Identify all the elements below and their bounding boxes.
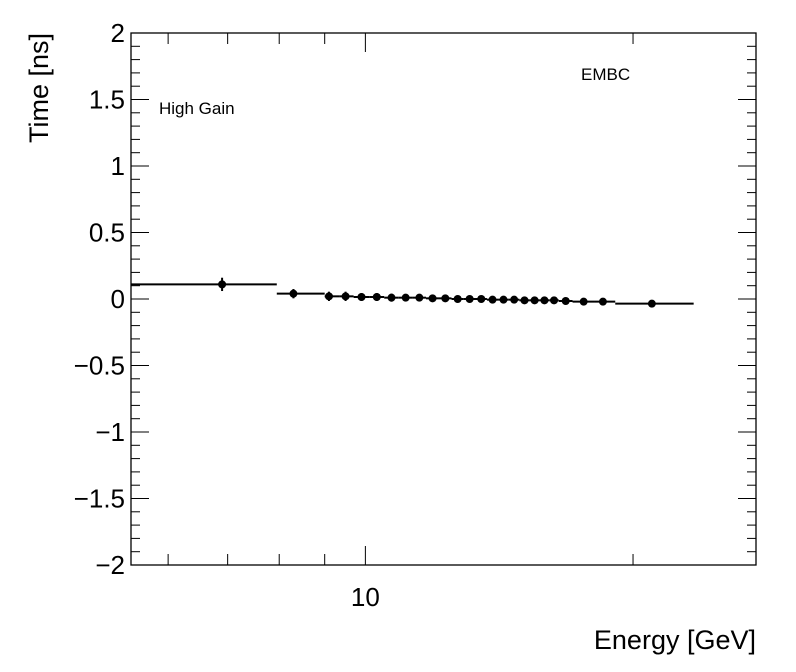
data-point xyxy=(508,295,520,304)
marker xyxy=(510,295,519,304)
marker xyxy=(289,289,298,298)
data-point xyxy=(498,295,509,304)
marker xyxy=(598,297,607,306)
marker xyxy=(218,280,227,289)
marker xyxy=(540,296,549,305)
marker xyxy=(387,293,396,302)
y-tick-label: 2 xyxy=(111,18,125,48)
y-tick-label: 1.5 xyxy=(89,85,125,115)
data-point xyxy=(451,295,464,303)
x-tick-label: 10 xyxy=(351,582,380,612)
data-point xyxy=(438,294,452,303)
data-point xyxy=(398,293,413,302)
y-tick-label: 0.5 xyxy=(89,218,125,248)
data-point xyxy=(519,296,530,305)
marker xyxy=(372,293,381,302)
y-axis-tick-labels: 2 1.5 1 0.5 0 −0.5 −1 −1.5 −2 xyxy=(74,18,125,580)
data-point xyxy=(529,296,540,305)
data-point xyxy=(131,277,277,292)
data-point xyxy=(369,293,385,302)
marker xyxy=(530,296,539,305)
y-tick-label: −0.5 xyxy=(74,351,125,381)
y-tick-label: −1 xyxy=(95,417,125,447)
y-tick-label: −1.5 xyxy=(74,484,125,514)
marker xyxy=(441,294,450,303)
marker xyxy=(561,296,570,305)
data-point xyxy=(539,296,550,305)
y-tick-label: 0 xyxy=(111,284,125,314)
marker xyxy=(579,297,588,306)
data-point xyxy=(463,295,476,303)
x-axis-tick-labels: 10 xyxy=(351,582,380,612)
annotation-embc: EMBC xyxy=(581,65,630,84)
marker xyxy=(550,296,559,305)
data-point xyxy=(324,291,340,301)
x-axis-ticks xyxy=(167,33,634,565)
y-axis-ticks xyxy=(131,32,756,566)
y-tick-label: −2 xyxy=(95,550,125,580)
data-point xyxy=(549,296,559,305)
data-point xyxy=(276,289,325,299)
marker xyxy=(488,295,497,304)
data-point xyxy=(486,295,499,304)
data-points xyxy=(131,277,694,308)
marker xyxy=(415,293,424,302)
marker xyxy=(499,295,508,304)
y-tick-label: 1 xyxy=(111,151,125,181)
marker xyxy=(401,293,410,302)
data-point xyxy=(339,291,354,301)
annotation-high-gain: High Gain xyxy=(159,99,235,118)
marker xyxy=(453,295,462,303)
data-point xyxy=(594,297,616,306)
marker xyxy=(357,293,366,302)
marker xyxy=(341,292,350,301)
data-point xyxy=(558,296,573,305)
data-point xyxy=(426,294,439,303)
x-axis-title: Energy [GeV] xyxy=(594,625,756,655)
marker xyxy=(520,296,529,305)
marker xyxy=(324,292,333,301)
data-point xyxy=(412,293,427,302)
data-point xyxy=(384,293,399,302)
marker xyxy=(647,299,656,308)
marker xyxy=(477,295,486,303)
marker xyxy=(465,295,474,303)
y-axis-title: Time [ns] xyxy=(24,33,54,143)
marker xyxy=(428,294,437,303)
data-point xyxy=(475,295,487,303)
data-point xyxy=(615,299,694,308)
data-point xyxy=(572,297,595,306)
data-point xyxy=(353,293,370,302)
